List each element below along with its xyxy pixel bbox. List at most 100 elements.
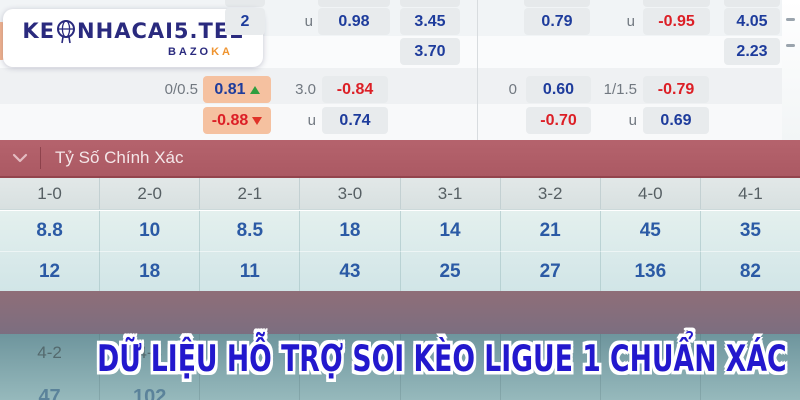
promo-banner[interactable]: DỮ LIỆU HỖ TRỢ SOI KÈO LIGUE 1 CHUẨN XÁC (0, 338, 800, 380)
odds-over-button[interactable]: -0.84 (322, 76, 388, 103)
cutoff-box-strip (400, 0, 460, 7)
score-odds-button[interactable]: 12 (0, 252, 101, 291)
total-label: 1/1.5 (603, 81, 637, 98)
odds-hdp-button[interactable]: 0.60 (526, 76, 591, 103)
section-header-bar: Tỷ Số Chính Xác (0, 140, 800, 178)
odds-up-icon (249, 85, 260, 94)
section-title: Tỷ Số Chính Xác (55, 148, 184, 167)
chevron-down-icon[interactable] (12, 153, 28, 163)
under-label: u (628, 112, 637, 129)
globe-mascot-icon (57, 19, 76, 43)
logo-subtitle-post: KA (211, 45, 233, 58)
score-odds-button[interactable]: 43 (300, 252, 401, 291)
under-label: u (304, 13, 313, 30)
cutoff-highlight-strip (0, 22, 5, 60)
odds-hdp-button-dropped[interactable]: -0.88 (203, 107, 271, 134)
score-odds-button[interactable]: 21 (500, 211, 601, 252)
score-header-cell: 2-1 (200, 178, 301, 209)
score-header-row-2: 4-2 4-3 4-4 AOS (0, 334, 800, 372)
score-header-cell (300, 334, 401, 372)
odds-1x2-button[interactable]: 2.23 (724, 38, 780, 65)
score-odds-button[interactable] (300, 372, 401, 400)
score-header-cell: 1-0 (0, 178, 101, 209)
odds-under-button[interactable]: 0.69 (643, 107, 709, 134)
score-header-row: 1-0 2-0 2-1 3-0 3-1 3-2 4-0 4-1 (0, 178, 800, 210)
score-odds-button[interactable]: 45 (600, 211, 701, 252)
score-odds-button[interactable]: 35 (700, 211, 800, 252)
handicap-label: 0/0.5 (164, 81, 198, 98)
score-header-cell: 3-0 (300, 178, 401, 209)
odds-hdp-button-raised[interactable]: 0.81 (203, 76, 271, 103)
score-odds-button[interactable]: 10 (100, 211, 201, 252)
logo-text: KE NHACAI5.TEL (22, 19, 243, 45)
odds-value: 0.81 (214, 80, 246, 98)
logo-subtitle: BAZOKA (167, 45, 233, 58)
cutoff-box-strip (524, 0, 590, 7)
site-logo[interactable]: KE NHACAI5.TEL BAZOKA (3, 9, 263, 67)
promo-banner-text: DỮ LIỆU HỖ TRỢ SOI KÈO LIGUE 1 CHUẨN XÁC (97, 338, 787, 381)
cutoff-box-strip (724, 0, 780, 7)
odds-over-button[interactable]: -0.79 (643, 76, 709, 103)
score-odds-row: 12 18 11 43 25 27 136 82 (0, 252, 800, 291)
score-header-cell: 3-2 (501, 178, 601, 209)
under-label: u (307, 112, 316, 129)
odds-hdp-button[interactable]: -0.70 (526, 107, 591, 134)
score-odds-button[interactable] (200, 372, 301, 400)
score-odds-button[interactable]: 82 (739, 260, 761, 282)
odds-under-button[interactable]: -0.95 (643, 8, 710, 35)
score-header-cell (401, 334, 501, 372)
under-label: u (626, 13, 635, 30)
odds-home-button[interactable]: 2 (225, 8, 265, 35)
cutoff-box-strip (225, 0, 265, 7)
score-header-cell: 4-2 (0, 334, 101, 372)
score-header-cell: 4-1 (738, 183, 763, 203)
odds-1x2-button[interactable]: 4.05 (724, 8, 780, 35)
score-odds-button[interactable]: 27 (501, 252, 601, 291)
score-odds-button[interactable]: 18 (100, 252, 201, 291)
score-odds-button[interactable]: 8.5 (200, 211, 301, 252)
score-header-cell (501, 334, 601, 372)
edge-dash (786, 44, 795, 47)
odds-1x2-button[interactable]: 3.45 (400, 8, 460, 35)
score-header-cell: 2-0 (100, 178, 201, 209)
odds-column-divider (477, 0, 478, 140)
cutoff-box-strip (643, 0, 710, 7)
logo-text-post: NHACAI5.TEL (77, 19, 244, 43)
bottom-section (0, 334, 800, 400)
score-header-cell: 4-0 (601, 178, 701, 209)
score-odds-button[interactable]: 47 (0, 372, 101, 400)
score-odds-button[interactable] (501, 372, 601, 400)
score-odds-button[interactable]: 102 (100, 372, 201, 400)
score-header-cell: 3-1 (401, 178, 501, 209)
odds-hdp-button[interactable]: 0.79 (524, 8, 590, 35)
score-odds-button[interactable]: 18 (300, 211, 401, 252)
score-odds-button[interactable] (401, 372, 501, 400)
odds-down-icon (252, 116, 263, 125)
score-header-cell (200, 334, 301, 372)
score-header-cell: 4-3 (100, 334, 201, 372)
score-odds-block: 8.8 10 8.5 18 14 21 45 35 12 18 11 43 25… (0, 211, 800, 291)
score-odds-button[interactable]: 8.8 (0, 211, 101, 252)
handicap-label: 0 (508, 81, 517, 98)
edge-dash (786, 18, 795, 21)
score-odds-button[interactable]: 136 (601, 252, 701, 291)
right-edge-fade (782, 0, 800, 140)
score-odds-button[interactable]: 14 (400, 211, 501, 252)
score-odds-row-3: 47 102 (0, 372, 800, 400)
score-odds-button[interactable] (601, 372, 701, 400)
score-header-cell: 4-4 (601, 334, 701, 372)
score-odds-row: 8.8 10 8.5 18 14 21 45 35 (0, 211, 800, 252)
total-label: 3.0 (295, 81, 316, 98)
odds-1x2-button[interactable]: 3.70 (400, 38, 460, 65)
score-odds-button[interactable]: 25 (401, 252, 501, 291)
cutoff-box-strip (318, 0, 390, 7)
odds-value: -0.88 (211, 111, 249, 129)
odds-under-button[interactable]: 0.98 (318, 8, 390, 35)
score-odds-button[interactable]: 11 (200, 252, 301, 291)
score-header-cell-aos: AOS (732, 343, 769, 362)
odds-under-button[interactable]: 0.74 (322, 107, 388, 134)
bar-separator (40, 147, 41, 169)
logo-text-pre: KE (22, 19, 56, 43)
logo-subtitle-pre: BAZO (167, 45, 212, 58)
